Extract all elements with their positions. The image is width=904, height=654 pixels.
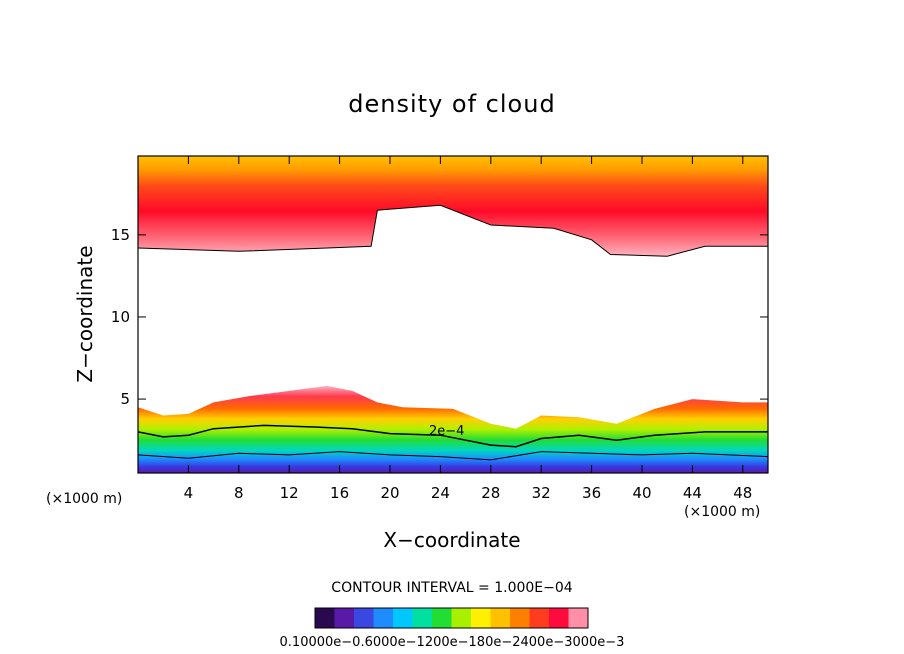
x-tick-label: 32 [532,484,551,502]
y-tick-label: 10 [111,308,130,326]
contour-line-low [138,451,768,461]
x-tick-label: 36 [582,484,601,502]
x-tick-label: 28 [481,484,500,502]
x-tick-label: 16 [330,484,349,502]
upper-cloud-region [138,156,768,257]
colorbar-swatch [490,608,511,628]
colorbar-swatch [549,608,569,628]
contour-label: 2e−4 [429,424,464,439]
x-tick-label: 40 [632,484,651,502]
contour-line-2e-4 [138,424,768,448]
contour-interval-text: CONTOUR INTERVAL = 1.000E−04 [331,580,572,596]
colorbar-frame [314,607,589,629]
x-tick-label: 4 [184,484,194,502]
x-axis-label: X−coordinate [383,528,520,552]
x-tick-label: 20 [380,484,399,502]
colorbar-swatch [568,608,589,628]
colorbar-swatch [334,608,355,628]
x-unit-left: (×1000 m) [46,491,122,507]
colorbar-swatch [451,608,472,628]
x-tick-label: 44 [683,484,702,502]
colorbar-swatch [412,608,433,628]
colorbar [314,607,589,629]
colorbar-swatch [354,608,374,628]
colorbar-swatch [373,608,394,628]
upper-cloud-contour [138,204,768,257]
x-unit-right: (×1000 m) [684,504,760,520]
colorbar-swatch [529,608,550,628]
plot-frame [137,155,769,474]
x-tick-label: 12 [280,484,299,502]
x-tick-label: 8 [234,484,244,502]
colorbar-swatch [393,608,413,628]
x-tick-label: 24 [431,484,450,502]
colorbar-swatch [471,608,491,628]
lower-cloud-region [138,385,768,473]
colorbar-labels: 0.10000e−0.6000e−1200e−180e−2400e−3000e−… [280,635,625,650]
x-tick-label: 48 [733,484,752,502]
colorbar-swatch [510,608,530,628]
y-tick-label: 5 [120,390,130,408]
y-axis-ticks: 5 10 15 [111,226,768,408]
plot-area [138,156,768,473]
x-axis-ticks: 4 8 12 16 20 24 28 32 36 40 44 48 [184,156,752,502]
colorbar-swatch [315,608,335,628]
y-axis-label: Z−coordinate [73,245,97,382]
colorbar-swatch [432,608,452,628]
chart-title: density of cloud [348,90,555,118]
y-tick-label: 15 [111,226,130,244]
